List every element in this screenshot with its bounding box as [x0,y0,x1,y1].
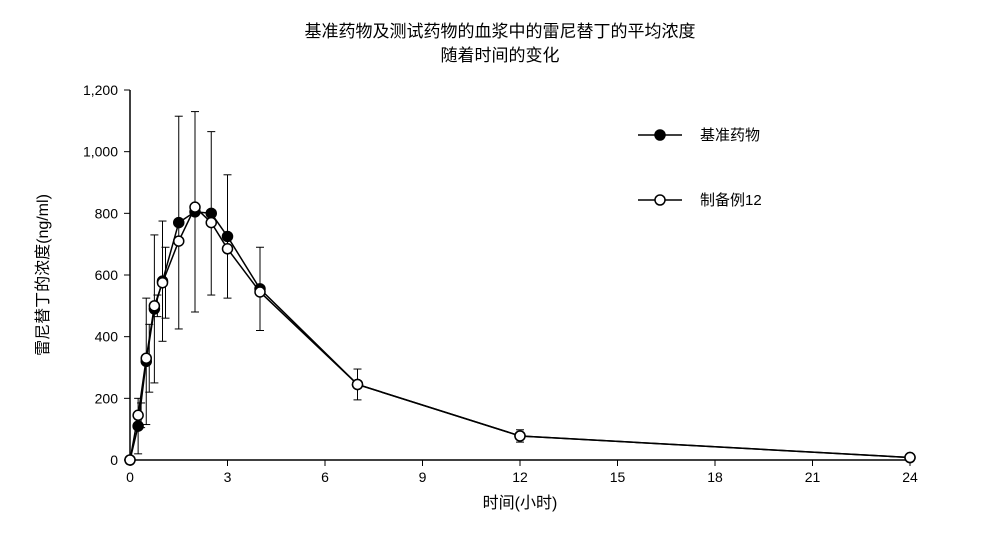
y-tick-label: 0 [110,452,118,468]
y-axis-label: 雷尼替丁的浓度(ng/ml) [34,194,52,356]
y-tick-label: 1,200 [83,82,118,98]
x-tick-label: 12 [512,469,528,485]
legend-marker [655,130,665,140]
x-tick-label: 15 [610,469,626,485]
title-line-2: 随着时间的变化 [441,46,560,65]
data-point [905,453,915,463]
x-tick-label: 21 [805,469,821,485]
chart-container: 基准药物及测试药物的血浆中的雷尼替丁的平均浓度 随着时间的变化 0 3 6 9 12 15… [20,20,980,532]
legend-marker [655,195,665,205]
y-tick-label: 200 [95,390,119,406]
series-line [130,212,910,460]
x-tick-label: 9 [419,469,427,485]
data-point [515,431,525,441]
x-tick-label: 6 [321,469,329,485]
x-axis-label: 时间(小时) [483,494,558,512]
data-point [133,410,143,420]
data-point [149,301,159,311]
y-tick-label: 600 [95,267,119,283]
x-tick-label: 18 [707,469,723,485]
data-point [174,218,184,228]
series-line [130,207,910,460]
data-point [125,455,135,465]
y-tick-label: 400 [95,329,119,345]
y-tick-label: 800 [95,205,119,221]
chart-svg: 0 3 6 9 12 15 18 21 24 0 200 400 600 800 1,000 1,200 雷尼替… [20,70,980,540]
x-tick-label: 0 [126,469,134,485]
chart-title: 基准药物及测试药物的血浆中的雷尼替丁的平均浓度 随着时间的变化 [20,20,980,68]
data-point [353,379,363,389]
x-tick-label: 3 [224,469,232,485]
data-point [158,278,168,288]
data-point [206,218,216,228]
legend-label: 基准药物 [700,127,760,144]
y-tick-label: 1,000 [83,144,118,160]
data-point [141,353,151,363]
data-point [255,287,265,297]
legend-label: 制备例12 [700,192,762,209]
title-line-1: 基准药物及测试药物的血浆中的雷尼替丁的平均浓度 [305,22,696,41]
data-point [223,244,233,254]
data-point [223,231,233,241]
x-tick-label: 24 [902,469,918,485]
data-point [190,202,200,212]
data-point [174,236,184,246]
